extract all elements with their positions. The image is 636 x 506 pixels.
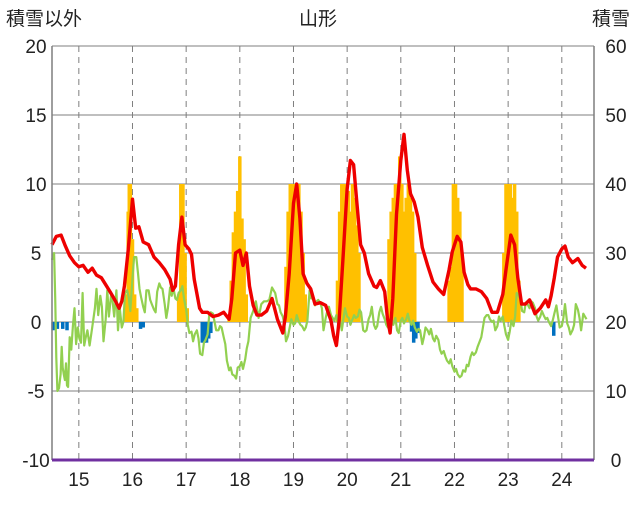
y-left-tick-label: 5 bbox=[31, 244, 42, 265]
snow-bar bbox=[510, 197, 515, 322]
blue-bar bbox=[411, 322, 416, 343]
x-tick-label: 20 bbox=[337, 470, 358, 491]
y-right-tick-label: 10 bbox=[605, 382, 626, 403]
snow-bar bbox=[292, 184, 297, 322]
snow-bar bbox=[128, 184, 133, 322]
snow-bar bbox=[355, 225, 359, 322]
blue-bar bbox=[200, 322, 205, 343]
y-right-tick-label: 20 bbox=[605, 313, 626, 334]
blue-bar bbox=[202, 322, 207, 343]
snow-bar bbox=[352, 197, 357, 322]
snow-bar bbox=[132, 294, 137, 322]
x-tick-label: 21 bbox=[390, 470, 411, 491]
right-axis-title: 積雪 bbox=[592, 8, 630, 30]
x-tick-label: 18 bbox=[229, 470, 250, 491]
snow-bar bbox=[406, 184, 411, 322]
snow-bar bbox=[449, 266, 454, 322]
blue-bar bbox=[552, 322, 556, 336]
x-tick-label: 22 bbox=[444, 470, 465, 491]
snow-bar bbox=[517, 280, 521, 322]
snow-bar bbox=[400, 184, 404, 322]
snow-bar bbox=[447, 280, 451, 322]
snow-bar bbox=[183, 253, 187, 322]
y-right-tick-label: 0 bbox=[611, 451, 622, 472]
snow-bar bbox=[335, 280, 340, 322]
blue-bar bbox=[416, 322, 420, 334]
snow-bar bbox=[404, 197, 408, 322]
snow-bar bbox=[179, 184, 183, 322]
snow-bar bbox=[410, 211, 415, 322]
blue-bar bbox=[409, 322, 414, 332]
green-series-line bbox=[50, 251, 588, 393]
snow-bar bbox=[238, 156, 242, 322]
snow-bar bbox=[135, 308, 139, 322]
snow-bar bbox=[244, 294, 249, 322]
y-left-tick-label: 10 bbox=[25, 175, 46, 196]
snow-bar bbox=[458, 211, 462, 322]
y-right-tick-label: 30 bbox=[605, 244, 626, 265]
snow-bar bbox=[508, 184, 513, 322]
snow-bar bbox=[350, 184, 355, 322]
x-tick-label: 16 bbox=[122, 470, 143, 491]
y-right-tick-label: 40 bbox=[605, 175, 626, 196]
x-tick-label: 17 bbox=[176, 470, 197, 491]
snow-bar bbox=[504, 184, 508, 322]
y-right-tick-label: 60 bbox=[605, 37, 626, 58]
blue-bar bbox=[51, 322, 55, 331]
snow-bar bbox=[397, 156, 402, 322]
snow-bar bbox=[297, 184, 301, 322]
snow-bar bbox=[348, 211, 353, 322]
blue-bar bbox=[60, 322, 65, 329]
red-series-line bbox=[50, 132, 588, 348]
snow-bar bbox=[413, 253, 417, 322]
blue-bar bbox=[209, 322, 213, 334]
left-axis-title: 積雪以外 bbox=[6, 8, 82, 30]
snow-bar bbox=[408, 197, 413, 322]
y-left-tick-label: 15 bbox=[25, 106, 46, 127]
x-tick-label: 15 bbox=[68, 470, 89, 491]
snow-bar bbox=[395, 184, 400, 322]
axis-labels: -10 -5 0 5 10 15 20 0 10 20 30 40 50 60 15 16 17 18 19 20 21… bbox=[22, 37, 626, 491]
snow-bar bbox=[389, 211, 393, 322]
snow-bar bbox=[176, 294, 181, 322]
y-left-tick-label: -10 bbox=[22, 451, 49, 472]
grid-lines bbox=[52, 46, 594, 460]
series-lines bbox=[50, 132, 588, 393]
snow-bar bbox=[240, 218, 244, 322]
blue-bar bbox=[141, 322, 145, 328]
chart-title: 山形 bbox=[299, 8, 337, 30]
y-left-tick-label: 20 bbox=[25, 37, 46, 58]
snow-bar bbox=[453, 184, 458, 322]
y-right-tick-label: 50 bbox=[605, 106, 626, 127]
snow-bar bbox=[242, 239, 246, 322]
x-tick-label: 19 bbox=[283, 470, 304, 491]
snow-bar bbox=[124, 294, 128, 322]
snow-bar bbox=[303, 294, 308, 322]
snow-bar bbox=[301, 253, 305, 322]
plot-frame bbox=[51, 45, 595, 462]
snow-bar bbox=[294, 184, 299, 322]
snow-bar bbox=[357, 253, 361, 322]
snow-bar bbox=[346, 190, 350, 322]
snow-bar bbox=[402, 211, 406, 322]
blue-bar bbox=[138, 322, 143, 329]
snow-bar bbox=[290, 184, 295, 322]
blue-bar bbox=[204, 322, 209, 343]
blue-bar bbox=[65, 322, 69, 331]
snow-bar bbox=[387, 239, 391, 322]
y-left-tick-label: -5 bbox=[28, 382, 45, 403]
blue-bar bbox=[55, 322, 60, 329]
snow-bar bbox=[337, 211, 342, 322]
snow-bar bbox=[235, 190, 240, 322]
snow-bar bbox=[455, 197, 460, 322]
snow-bar bbox=[344, 184, 348, 322]
x-tick-label: 24 bbox=[551, 470, 573, 491]
snow-bar bbox=[181, 184, 185, 322]
x-tick-label: 23 bbox=[498, 470, 519, 491]
snow-bar bbox=[460, 253, 464, 322]
y-left-tick-label: 0 bbox=[31, 313, 42, 334]
